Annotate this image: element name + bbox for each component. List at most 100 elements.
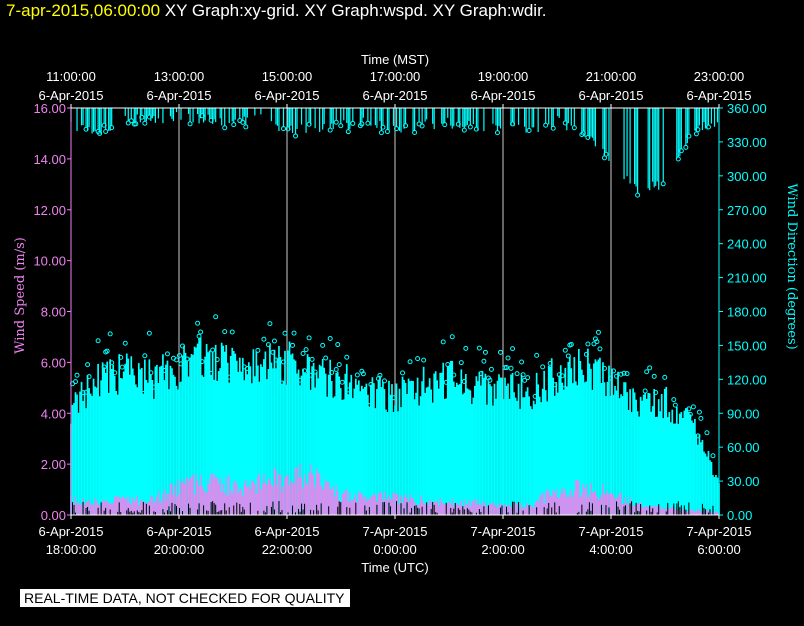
wind-direction-point — [210, 347, 216, 353]
wind-direction-point — [198, 329, 204, 335]
wind-direction-point — [597, 346, 603, 352]
bottom-tick-time: 0:00:00 — [373, 542, 416, 557]
wind-direction-point — [378, 130, 384, 136]
wind-direction-point — [550, 125, 556, 131]
wind-direction-point — [177, 352, 183, 358]
wind-direction-point — [412, 129, 418, 135]
wind-direction-point — [642, 388, 648, 394]
top-tick-date: 6-Apr-2015 — [686, 88, 751, 103]
wind-direction-point — [514, 371, 520, 377]
timestamp: 7-apr-2015,06:00:00 — [6, 1, 161, 20]
left-tick-label: 8.00 — [41, 305, 66, 320]
wind-direction-point — [690, 404, 696, 410]
wind-direction-point — [85, 362, 91, 368]
wind-direction-point — [109, 125, 115, 131]
wind-direction-point — [146, 330, 152, 336]
wind-direction-point — [693, 131, 699, 137]
wind-direction-point — [271, 338, 277, 344]
wind-direction-point — [461, 127, 467, 133]
wind-direction-point — [675, 156, 681, 162]
top-tick-time: 11:00:00 — [46, 69, 96, 84]
wind-direction-point — [231, 122, 237, 128]
quality-disclaimer: REAL-TIME DATA, NOT CHECKED FOR QUALITY — [20, 589, 351, 607]
wind-direction-point — [309, 356, 315, 362]
bottom-tick-time: 18:00:00 — [46, 542, 97, 557]
wind-direction-point — [571, 125, 577, 131]
top-tick-time: 13:00:00 — [154, 69, 205, 84]
wind-direction-point — [329, 369, 335, 375]
right-tick-label: 270.00 — [727, 203, 767, 218]
wind-direction-point — [595, 329, 601, 335]
wind-direction-point — [103, 129, 109, 135]
wind-direction-point — [73, 379, 79, 385]
left-tick-label: 12.00 — [33, 203, 66, 218]
wind-direction-point — [327, 127, 333, 133]
top-tick-time: 17:00:00 — [370, 69, 421, 84]
wind-direction-point — [660, 181, 666, 187]
wind-direction-point — [467, 124, 473, 130]
bottom-axis-title: Time (UTC) — [361, 560, 428, 575]
wind-direction-point — [543, 122, 549, 128]
wind-direction-point — [445, 361, 451, 367]
wind-direction-point — [624, 371, 630, 377]
wind-direction-point — [377, 372, 383, 378]
wind-direction-point — [696, 409, 702, 415]
wind-direction-point — [601, 365, 607, 371]
wind-direction-point — [442, 122, 448, 128]
wind-direction-point — [390, 395, 396, 401]
wind-direction-point — [562, 347, 568, 353]
wind-direction-point — [710, 453, 716, 459]
wind-direction-point — [534, 352, 540, 358]
wind-direction-point — [683, 144, 689, 150]
wind-direction-point — [112, 370, 118, 376]
wind-direction-point — [312, 369, 318, 375]
wind-direction-point — [565, 353, 571, 359]
bottom-tick-time: 22:00:00 — [262, 542, 313, 557]
wind-direction-point — [344, 354, 350, 360]
wind-direction-point — [240, 119, 246, 125]
wind-direction-point — [336, 362, 342, 368]
wind-direction-point — [421, 357, 427, 363]
wind-direction-point — [222, 329, 228, 335]
top-tick-date: 6-Apr-2015 — [578, 88, 643, 103]
wind-direction-point — [481, 358, 487, 364]
wind-direction-point — [698, 415, 704, 421]
wind-direction-point — [104, 348, 110, 354]
top-tick-date: 6-Apr-2015 — [38, 88, 103, 103]
wind-direction-point — [214, 357, 220, 363]
wind-direction-point — [618, 371, 624, 377]
right-tick-label: 90.00 — [727, 406, 760, 421]
wind-direction-point — [95, 338, 101, 344]
left-tick-label: 2.00 — [41, 457, 66, 472]
wind-direction-point — [510, 346, 516, 352]
wind-direction-point — [705, 124, 711, 130]
wind-direction-point — [119, 364, 125, 370]
top-tick-time: 15:00:00 — [262, 69, 313, 84]
wind-direction-point — [199, 359, 205, 365]
wind-direction-point — [222, 125, 228, 131]
wind-direction-point — [255, 347, 261, 353]
wind-direction-point — [621, 370, 627, 376]
wind-direction-point — [139, 114, 145, 120]
bottom-tick-date: 6-Apr-2015 — [146, 524, 211, 539]
wind-direction-point — [118, 354, 124, 360]
wind-direction-point — [526, 127, 532, 133]
right-tick-label: 150.00 — [727, 338, 767, 353]
wind-direction-point — [494, 130, 500, 136]
wind-direction-point — [133, 121, 139, 127]
wind-direction-point — [195, 320, 201, 326]
wind-direction-point — [128, 118, 134, 124]
right-tick-label: 60.00 — [727, 440, 760, 455]
bottom-tick-date: 7-Apr-2015 — [686, 524, 751, 539]
bottom-tick-date: 7-Apr-2015 — [362, 524, 427, 539]
bottom-tick-time: 6:00:00 — [697, 542, 740, 557]
wind-direction-point — [291, 330, 297, 336]
wind-direction-point — [333, 367, 339, 373]
graph-titles: XY Graph:xy-grid. XY Graph:wspd. XY Grap… — [164, 1, 547, 20]
bottom-tick-time: 20:00:00 — [154, 542, 205, 557]
wind-direction-point — [243, 124, 249, 130]
wind-direction-point — [142, 353, 148, 359]
wind-direction-point — [594, 339, 600, 345]
wind-direction-point — [497, 349, 503, 355]
bottom-tick-time: 4:00:00 — [589, 542, 632, 557]
